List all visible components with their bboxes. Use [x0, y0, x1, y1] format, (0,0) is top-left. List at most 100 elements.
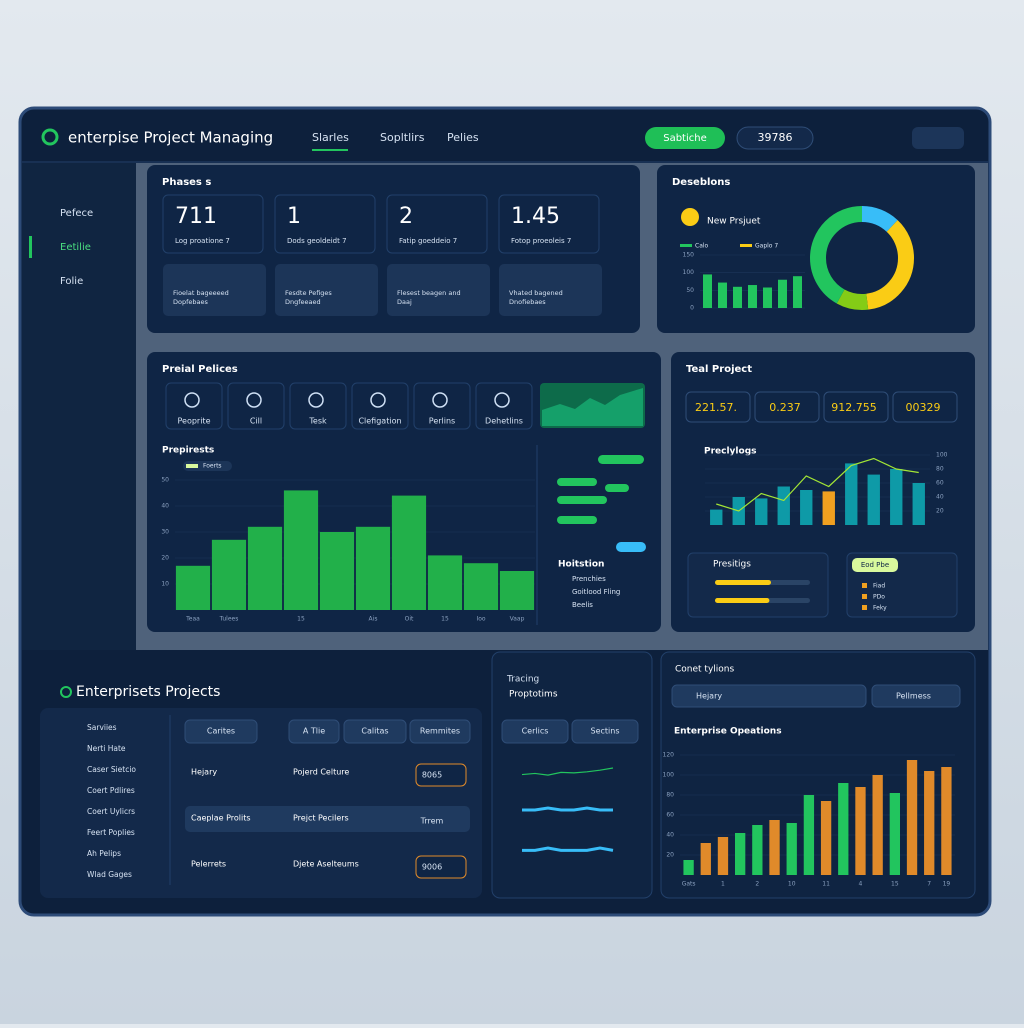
button[interactable] [184, 719, 258, 744]
card [499, 264, 602, 316]
card-text: Dnofiebaes [509, 298, 546, 306]
dropdown[interactable] [671, 684, 867, 708]
top-button[interactable] [645, 127, 725, 149]
button-label[interactable]: Carites [207, 727, 235, 736]
value: 221.57. [695, 401, 737, 414]
button-label[interactable]: A Tlie [303, 727, 325, 736]
menu-item[interactable]: Coert Uylicrs [87, 807, 135, 816]
button[interactable] [501, 719, 569, 744]
button-label[interactable]: Remmites [420, 727, 460, 736]
legend-swatch [862, 594, 867, 599]
bar [822, 491, 835, 525]
sidebar-active [29, 236, 32, 258]
y-tick-label: 100 [683, 269, 695, 276]
menu-item[interactable]: Caser Sietcio [87, 765, 136, 774]
bar [769, 820, 780, 875]
list-item: Goitlood Fling [572, 588, 620, 596]
x-tick-label: Oit [405, 616, 414, 623]
tool-label[interactable]: Clefigation [358, 417, 401, 426]
x-tick-label: 15 [441, 616, 449, 623]
sidebar-item[interactable]: Folie [60, 276, 83, 287]
icon [681, 208, 699, 226]
menu-item[interactable]: Ah Pelips [87, 849, 121, 858]
icon-box[interactable] [912, 127, 964, 149]
list-item: Beelis [572, 601, 593, 609]
badge [415, 855, 467, 879]
legend-label: Fiad [873, 583, 885, 590]
bar [793, 276, 802, 308]
nav-item[interactable]: Sopltlirs [380, 131, 425, 144]
nav-item[interactable]: Slarles [312, 131, 349, 144]
menu-item[interactable]: Wlad Gages [87, 870, 132, 879]
tool-label[interactable]: Dehetlins [485, 417, 523, 426]
dropdown[interactable] [871, 684, 961, 708]
tool-label[interactable]: Perlins [429, 417, 455, 426]
bar [778, 279, 787, 308]
button-label[interactable]: Sabtiche [663, 133, 707, 144]
tool-label[interactable]: Peoprite [177, 417, 210, 426]
stat-label: Log proatione 7 [175, 237, 230, 245]
legend-label: Foerts [203, 463, 222, 470]
button[interactable] [571, 719, 639, 744]
sidebar [22, 163, 136, 650]
x-tick-label: 15 [891, 881, 899, 888]
tool-icon [308, 392, 324, 408]
bar [700, 843, 711, 875]
chart-title: Enterprise Opeations [674, 727, 782, 737]
bar [889, 793, 900, 875]
dropdown-label[interactable]: Pellmess [896, 692, 931, 701]
bar [867, 474, 880, 525]
x-tick-label: Vaap [510, 616, 525, 623]
card-text: Dopfebaes [173, 298, 209, 306]
counter-box [736, 126, 814, 150]
bar [845, 463, 858, 525]
x-tick-label: 11 [822, 881, 830, 888]
card-text: Fioelat bageeeed [173, 289, 229, 297]
y-tick-label: 50 [686, 287, 694, 294]
bar [211, 539, 247, 610]
button[interactable] [343, 719, 407, 744]
progress-bar [715, 580, 771, 585]
panel [491, 651, 653, 899]
button-label[interactable]: Cerlics [522, 727, 549, 736]
button-label[interactable]: Calitas [361, 727, 388, 736]
bar [924, 771, 935, 875]
bar [912, 483, 925, 525]
tool-label[interactable]: Tesk [308, 417, 327, 426]
nav-item[interactable]: Pelies [447, 131, 479, 144]
bar [718, 282, 727, 308]
menu-item[interactable]: Nerti Hate [87, 744, 126, 753]
card-text: Flesest beagen and [397, 289, 461, 297]
x-tick-label: 10 [788, 881, 796, 888]
row-highlight [185, 806, 470, 832]
menu-item[interactable]: Sarviies [87, 723, 117, 732]
bar [735, 833, 746, 875]
x-tick-label: 19 [943, 881, 951, 888]
menu-item[interactable]: Feert Poplies [87, 828, 135, 837]
y-tick-label: 40 [936, 494, 944, 501]
y-tick-label: 60 [666, 812, 674, 819]
legend-swatch [862, 583, 867, 588]
sidebar-item[interactable]: Eetilie [60, 242, 91, 253]
stat-value: 711 [175, 204, 217, 229]
button[interactable] [409, 719, 471, 744]
tool-label[interactable]: Cill [250, 417, 262, 426]
sparkline [521, 767, 614, 776]
button-label[interactable]: Sectins [591, 727, 620, 736]
tool-icon [246, 392, 262, 408]
card-text: Vhated bagened [509, 289, 563, 297]
button[interactable] [288, 719, 340, 744]
bar [890, 469, 903, 525]
tool-icon [370, 392, 386, 408]
value-box [754, 391, 820, 423]
bar [803, 795, 815, 875]
menu-item[interactable]: Coert Pdlires [87, 786, 135, 795]
dropdown-label[interactable]: Hejary [696, 692, 722, 701]
bar [763, 287, 772, 308]
bar [755, 498, 768, 525]
stat-box [274, 194, 376, 254]
card-text: Daaj [397, 298, 412, 306]
stat-label: Dods geoldeidt 7 [287, 237, 347, 245]
sidebar-item[interactable]: Pefece [60, 208, 93, 219]
legend-swatch [740, 244, 752, 247]
